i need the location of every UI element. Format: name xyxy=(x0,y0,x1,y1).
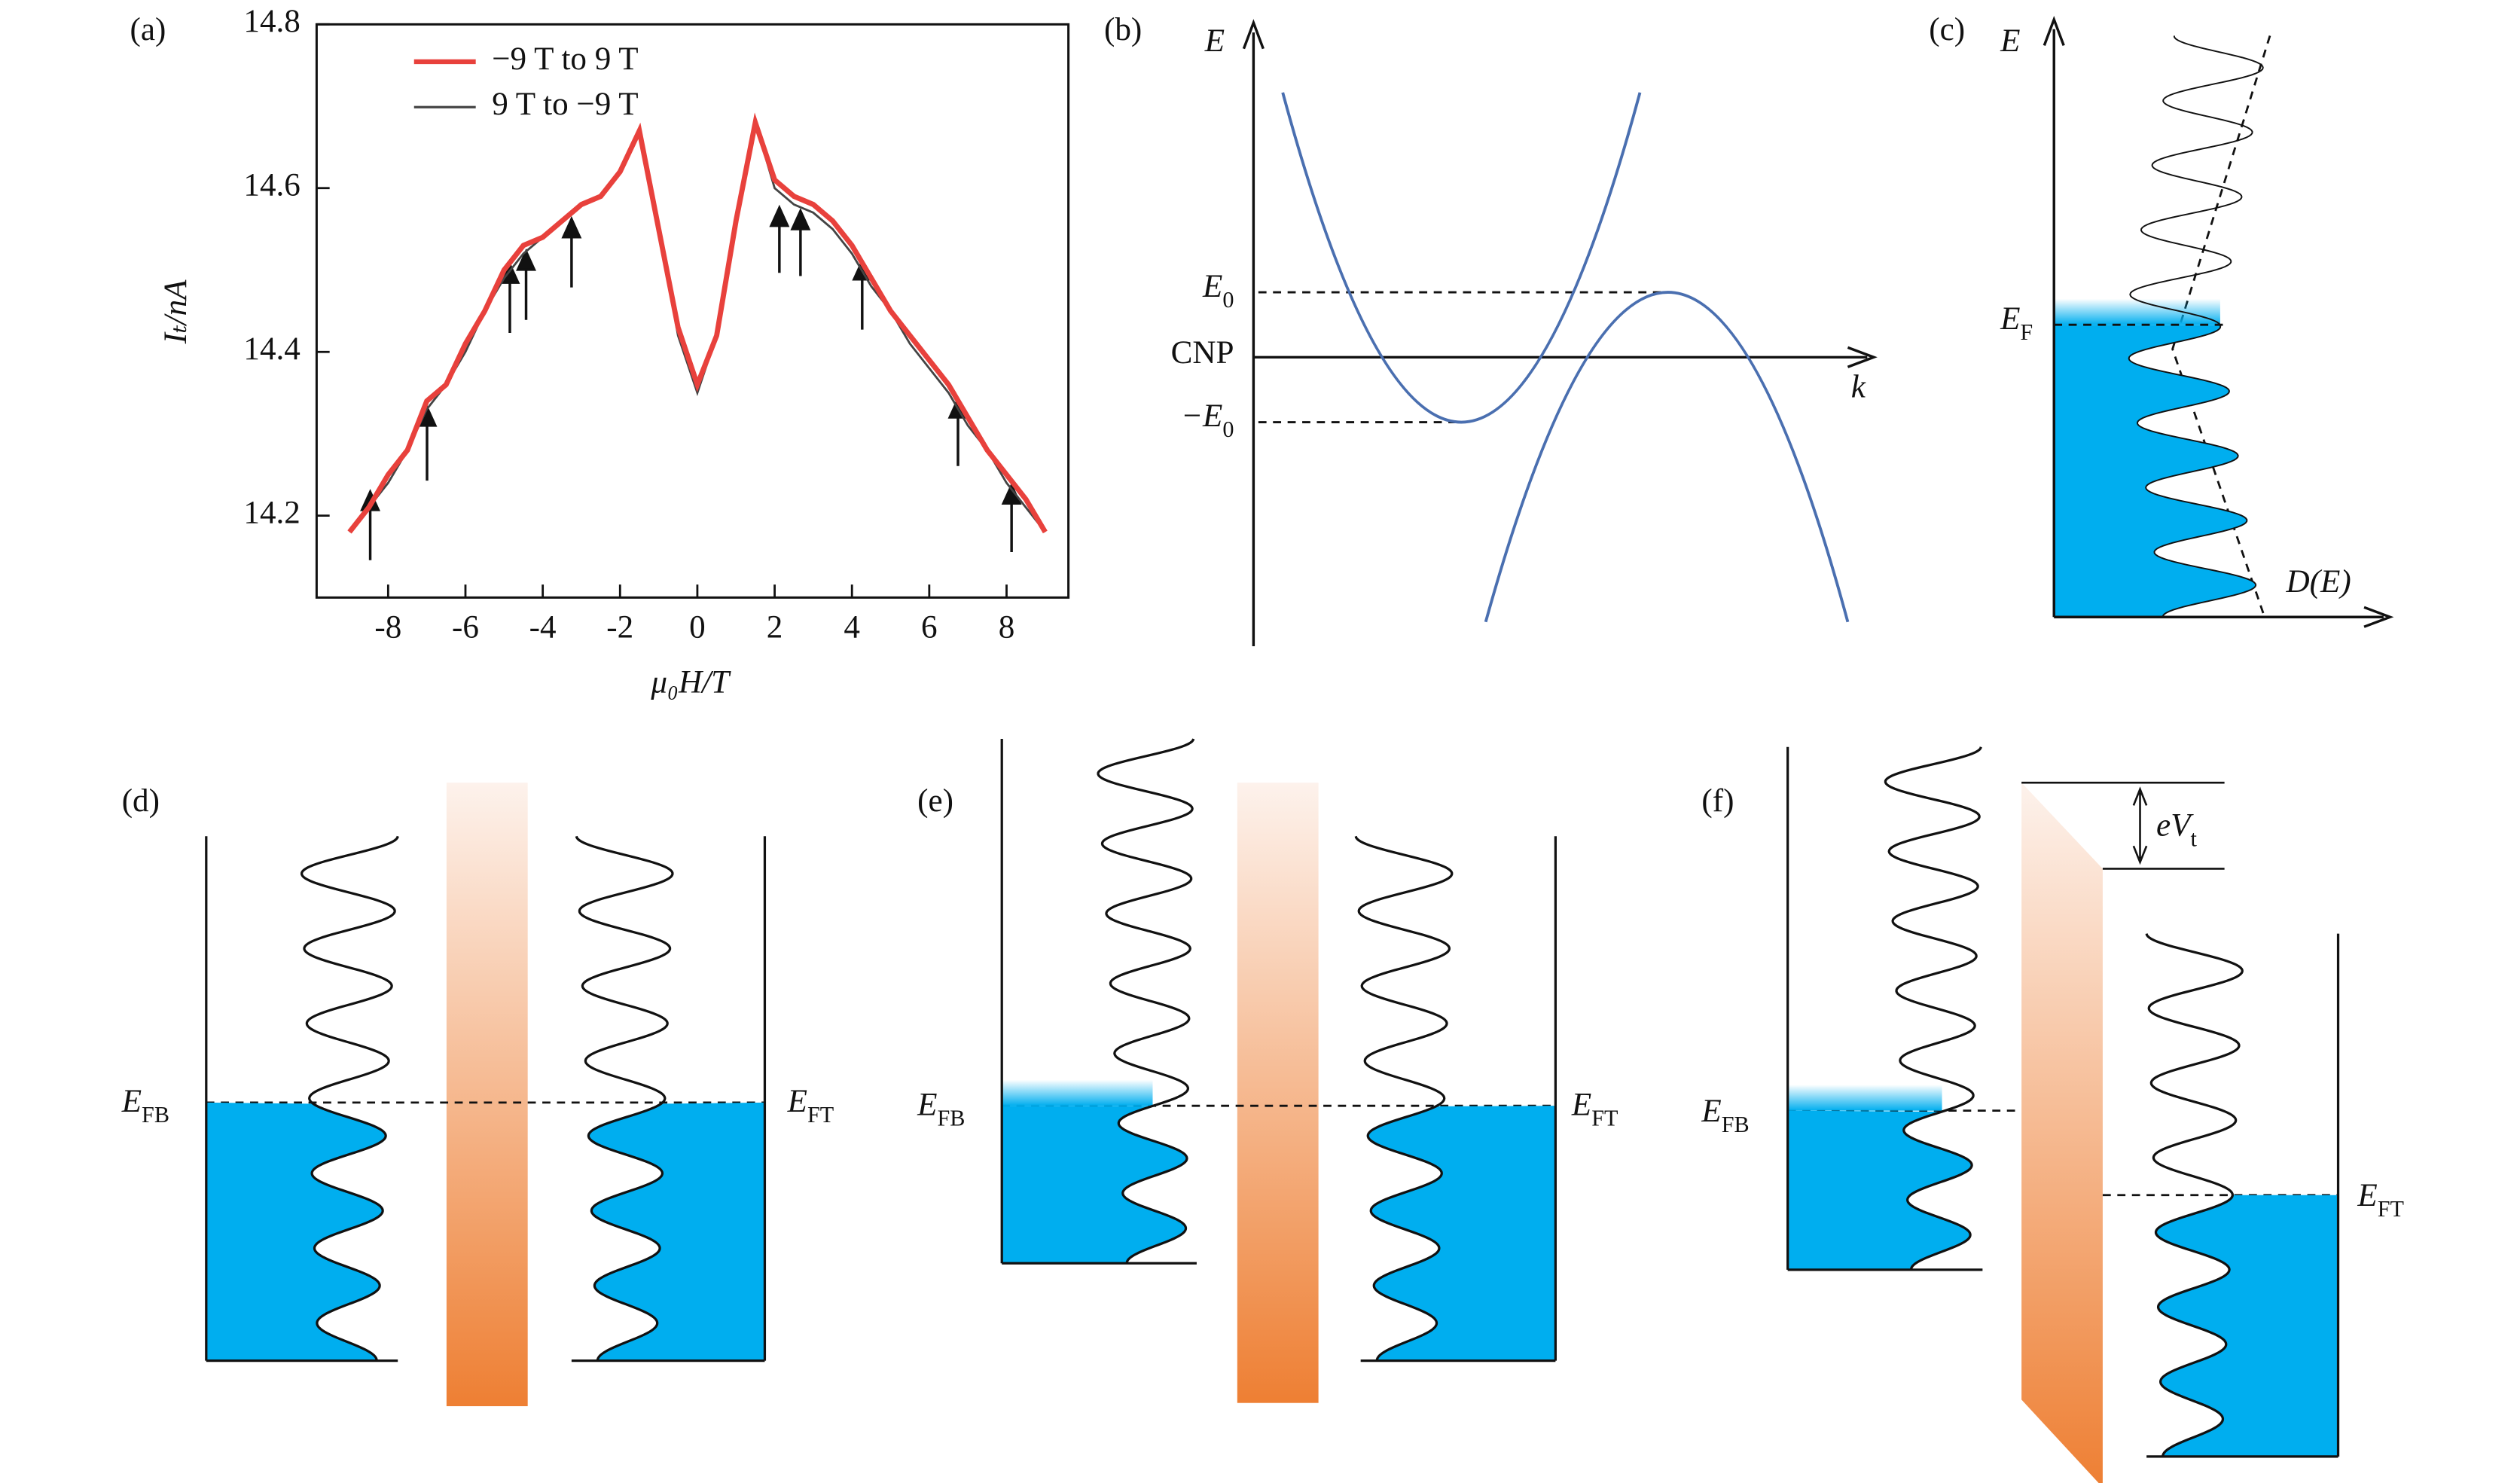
filled-states xyxy=(1368,1106,1556,1361)
fermi-smear xyxy=(2054,298,2220,325)
level-label: EF xyxy=(2000,301,2033,345)
label-base: E xyxy=(787,1084,807,1119)
level-label: EFB xyxy=(1701,1094,1749,1137)
panel-label: (d) xyxy=(122,783,160,819)
level-label: CNP xyxy=(1171,335,1234,371)
fermi-levels xyxy=(206,1101,2338,1197)
label-base: E xyxy=(2000,301,2020,337)
filled-states xyxy=(2054,325,2256,618)
fermi-smear xyxy=(1787,1085,1942,1111)
barrier xyxy=(1237,783,1319,1403)
level-label: E0 xyxy=(1202,269,1234,313)
label-sub: 0 xyxy=(1222,287,1234,313)
field-arrows xyxy=(360,204,1022,560)
label-base: E xyxy=(917,1087,937,1122)
label-base: E xyxy=(1701,1094,1721,1129)
axis-label: E xyxy=(2000,23,2020,59)
level-label: EFB xyxy=(917,1087,965,1131)
level-label: −E0 xyxy=(1181,398,1234,442)
label-base: eV xyxy=(2156,807,2194,843)
filled-states xyxy=(588,1102,765,1361)
y-axis-label: Iₜ/nA xyxy=(158,279,194,345)
label-sub: F xyxy=(2020,319,2033,345)
label-base: −E xyxy=(1181,398,1222,434)
label-base: E xyxy=(1571,1087,1591,1122)
label-sub: FB xyxy=(1722,1112,1750,1137)
filled-states xyxy=(1787,1110,1972,1270)
data-line xyxy=(347,112,1048,534)
dashed-levels xyxy=(1258,291,1670,423)
dos-curve xyxy=(2128,35,2264,618)
level-label: EFB xyxy=(121,1084,169,1128)
panel-label: (f) xyxy=(1701,783,1734,819)
valence-band xyxy=(1484,291,1850,623)
label-sub: FB xyxy=(142,1102,169,1128)
bias-label: eVt xyxy=(2156,807,2197,851)
level-label: EFT xyxy=(787,1084,834,1128)
x-axis-label: μ₀H/T xyxy=(650,665,731,700)
plot-frame xyxy=(315,23,1070,599)
energy-axis xyxy=(1242,19,1265,647)
level-label: EFT xyxy=(1571,1087,1618,1131)
dos-curve xyxy=(1097,738,1195,1264)
label-base: E xyxy=(1202,269,1222,304)
panel-label: (e) xyxy=(917,783,953,819)
x-tick-label: -6 xyxy=(452,609,479,645)
barrier xyxy=(2021,783,2103,1483)
panel-b: (b) E E0 CNP −E0 k xyxy=(1104,12,1878,647)
y-tick-label: 14.6 xyxy=(243,168,300,203)
filled-states xyxy=(1002,1106,1187,1264)
panel-label: (c) xyxy=(1929,12,1965,47)
y-tick-label: 14.4 xyxy=(243,331,300,367)
legend-label: 9 T to −9 T xyxy=(492,87,638,122)
dos-curve xyxy=(575,835,674,1361)
label-sub: FB xyxy=(937,1105,965,1131)
x-tick-label: -2 xyxy=(606,609,633,645)
axis-label: k xyxy=(1851,369,1866,404)
dos-curve xyxy=(1354,835,1454,1361)
label-sub: FT xyxy=(2378,1196,2404,1222)
level-label: EFT xyxy=(2357,1178,2404,1222)
panel-c: (c) E EF D(E) xyxy=(1929,12,2351,600)
x-tick-label: 8 xyxy=(999,609,1015,645)
label-base: E xyxy=(2357,1178,2377,1213)
data-line xyxy=(348,122,1046,533)
fermi-smear xyxy=(1002,1079,1153,1106)
k-axis xyxy=(1253,346,1878,368)
x-tick-label: -4 xyxy=(529,609,557,645)
dos-curve xyxy=(2145,933,2244,1457)
bias-marker xyxy=(2021,781,2225,870)
filled-states xyxy=(2155,1195,2338,1457)
x-tick-label: 6 xyxy=(921,609,938,645)
label-sub: 0 xyxy=(1222,417,1234,442)
y-tick-label: 14.2 xyxy=(243,496,300,531)
x-tick-label: 2 xyxy=(767,609,783,645)
y-tick-label: 14.8 xyxy=(243,4,300,39)
label-sub: FT xyxy=(1591,1105,1618,1131)
barrier xyxy=(446,783,528,1407)
x-tick-label: 4 xyxy=(844,609,860,645)
x-tick-label: 0 xyxy=(689,609,706,645)
legend-label: −9 T to 9 T xyxy=(492,41,638,77)
dos-axis xyxy=(2054,606,2394,628)
dos-curve xyxy=(1884,746,1982,1271)
axis-label: E xyxy=(1204,23,1225,59)
panel-label: (b) xyxy=(1104,12,1142,47)
energy-axis xyxy=(2043,15,2065,618)
panel-label: (a) xyxy=(130,12,166,47)
axis-label: D(E) xyxy=(2286,564,2351,600)
x-tick-label: -8 xyxy=(374,609,401,645)
label-sub: t xyxy=(2191,825,2198,851)
dos-curve xyxy=(301,835,399,1361)
label-sub: FT xyxy=(807,1102,834,1128)
filled-states xyxy=(206,1102,386,1361)
conduction-band xyxy=(1281,92,1642,424)
label-base: E xyxy=(121,1084,142,1119)
